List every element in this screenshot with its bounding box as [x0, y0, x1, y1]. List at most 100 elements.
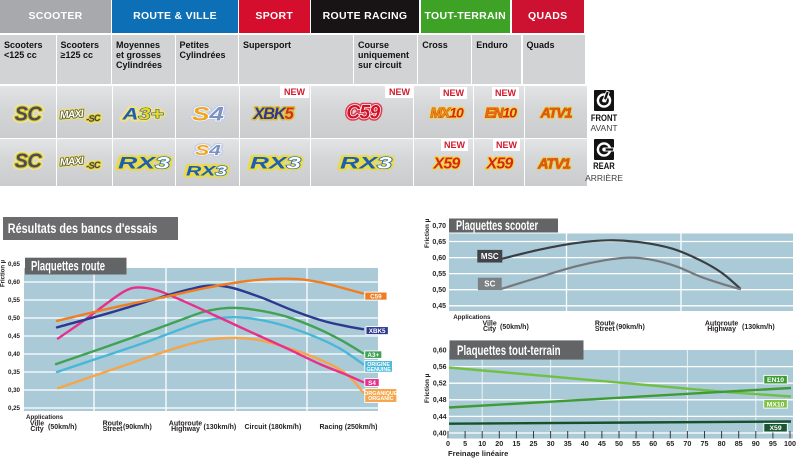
svg-text:0: 0 [446, 439, 450, 448]
svg-text:Plaquettes route: Plaquettes route [31, 259, 105, 274]
svg-text:Highway: Highway [707, 326, 736, 333]
svg-text:A3+: A3+ [367, 352, 379, 359]
svg-text:75: 75 [701, 439, 709, 448]
svg-text:Plaquettes scooter: Plaquettes scooter [456, 219, 538, 233]
svg-text:RX3: RX3 [250, 154, 301, 172]
svg-text:-SC: -SC [86, 112, 102, 123]
svg-text:(50km/h): (50km/h) [500, 324, 529, 331]
svg-text:15: 15 [512, 439, 520, 448]
svg-text:S4: S4 [195, 142, 222, 159]
svg-text:ATV1: ATV1 [537, 157, 571, 173]
svg-text:0,56: 0,56 [433, 364, 447, 371]
svg-text:60: 60 [649, 439, 657, 448]
svg-text:EN10: EN10 [485, 105, 517, 121]
svg-text:0,55: 0,55 [432, 271, 446, 278]
svg-text:EN10: EN10 [767, 377, 784, 384]
svg-text:-SC: -SC [86, 112, 102, 123]
svg-text:City: City [483, 326, 496, 333]
svg-text:Friction µ: Friction µ [424, 373, 431, 403]
svg-text:45: 45 [598, 439, 606, 448]
svg-text:(90km/h): (90km/h) [616, 324, 645, 331]
svg-text:0,60: 0,60 [432, 255, 446, 262]
svg-text:-SC: -SC [86, 159, 102, 170]
svg-text:85: 85 [735, 439, 743, 448]
svg-text:MSC: MSC [481, 252, 499, 261]
svg-text:Route: Route [595, 321, 615, 328]
svg-text:ATV1: ATV1 [540, 105, 573, 121]
svg-text:(130km/h): (130km/h) [204, 424, 237, 431]
svg-text:SC: SC [15, 150, 43, 172]
svg-text:MX10: MX10 [767, 401, 785, 408]
svg-text:ORGANIQUE: ORGANIQUE [364, 391, 398, 397]
svg-text:XBK5: XBK5 [252, 105, 294, 123]
svg-text:SC: SC [15, 150, 43, 172]
svg-text:Friction µ: Friction µ [1, 259, 7, 287]
svg-text:City: City [30, 426, 43, 433]
svg-text:SC: SC [15, 103, 43, 125]
svg-text:25: 25 [530, 439, 538, 448]
svg-text:XBK5: XBK5 [252, 105, 294, 123]
svg-text:X59: X59 [485, 156, 513, 173]
svg-text:100: 100 [784, 439, 796, 448]
svg-text:0,40: 0,40 [433, 430, 447, 437]
svg-text:SC: SC [15, 150, 43, 172]
svg-text:XBK5: XBK5 [369, 328, 386, 335]
svg-text:SC: SC [484, 280, 495, 289]
svg-text:0,45: 0,45 [432, 303, 446, 310]
svg-text:MX10: MX10 [430, 105, 464, 121]
svg-text:55: 55 [632, 439, 640, 448]
svg-text:RX3: RX3 [340, 154, 392, 172]
svg-text:ORGANIC: ORGANIC [368, 396, 394, 402]
svg-text:Ville: Ville [482, 321, 496, 328]
svg-text:0,30: 0,30 [8, 387, 21, 394]
svg-text:RX3: RX3 [118, 154, 170, 172]
svg-text:ORIGINE: ORIGINE [367, 362, 390, 368]
svg-text:RX3: RX3 [118, 154, 170, 172]
svg-text:A3+: A3+ [121, 104, 163, 123]
svg-text:Friction µ: Friction µ [424, 218, 431, 248]
svg-text:X59: X59 [485, 156, 513, 173]
svg-text:0,60: 0,60 [8, 279, 21, 286]
svg-text:A3+: A3+ [121, 104, 163, 123]
svg-text:5: 5 [463, 439, 467, 448]
svg-text:RX3: RX3 [186, 163, 227, 179]
svg-text:0,25: 0,25 [8, 405, 21, 412]
svg-text:0,45: 0,45 [8, 333, 21, 340]
svg-text:Applications: Applications [26, 414, 64, 421]
svg-text:X59: X59 [770, 425, 782, 432]
svg-text:S4: S4 [368, 380, 376, 387]
svg-text:0,50: 0,50 [8, 315, 21, 322]
svg-text:ATV1: ATV1 [540, 105, 573, 121]
svg-text:0,44: 0,44 [433, 414, 447, 421]
svg-text:Highway: Highway [171, 426, 200, 433]
svg-text:SC: SC [15, 103, 43, 125]
svg-text:S4: S4 [192, 104, 225, 125]
svg-text:50: 50 [615, 439, 623, 448]
svg-text:80: 80 [718, 439, 726, 448]
svg-text:C59: C59 [346, 102, 380, 123]
svg-text:MAXI: MAXI [59, 107, 85, 121]
svg-text:0,60: 0,60 [433, 347, 447, 354]
svg-text:0,35: 0,35 [8, 369, 21, 376]
svg-text:X59: X59 [432, 156, 460, 173]
svg-text:S4: S4 [195, 142, 222, 159]
svg-text:0,40: 0,40 [8, 351, 21, 358]
svg-text:-SC: -SC [86, 159, 102, 170]
svg-text:SC: SC [15, 103, 43, 125]
svg-text:0,70: 0,70 [432, 223, 446, 230]
svg-text:RX3: RX3 [186, 163, 227, 179]
svg-text:90: 90 [752, 439, 760, 448]
svg-text:EN10: EN10 [485, 105, 517, 121]
svg-text:Applications: Applications [453, 314, 491, 321]
svg-text:Freinage linéaire: Freinage linéaire [448, 449, 508, 458]
svg-text:(90km/h): (90km/h) [123, 424, 152, 431]
svg-text:Autoroute: Autoroute [705, 321, 739, 328]
svg-text:Ville: Ville [30, 421, 44, 428]
svg-text:0,48: 0,48 [433, 397, 447, 404]
svg-text:(50km/h): (50km/h) [48, 424, 77, 431]
svg-text:0,50: 0,50 [432, 287, 446, 294]
svg-text:Street: Street [103, 426, 124, 433]
svg-text:40: 40 [581, 439, 589, 448]
svg-text:Racing (250km/h): Racing (250km/h) [320, 424, 378, 431]
svg-text:RX3: RX3 [250, 154, 301, 172]
